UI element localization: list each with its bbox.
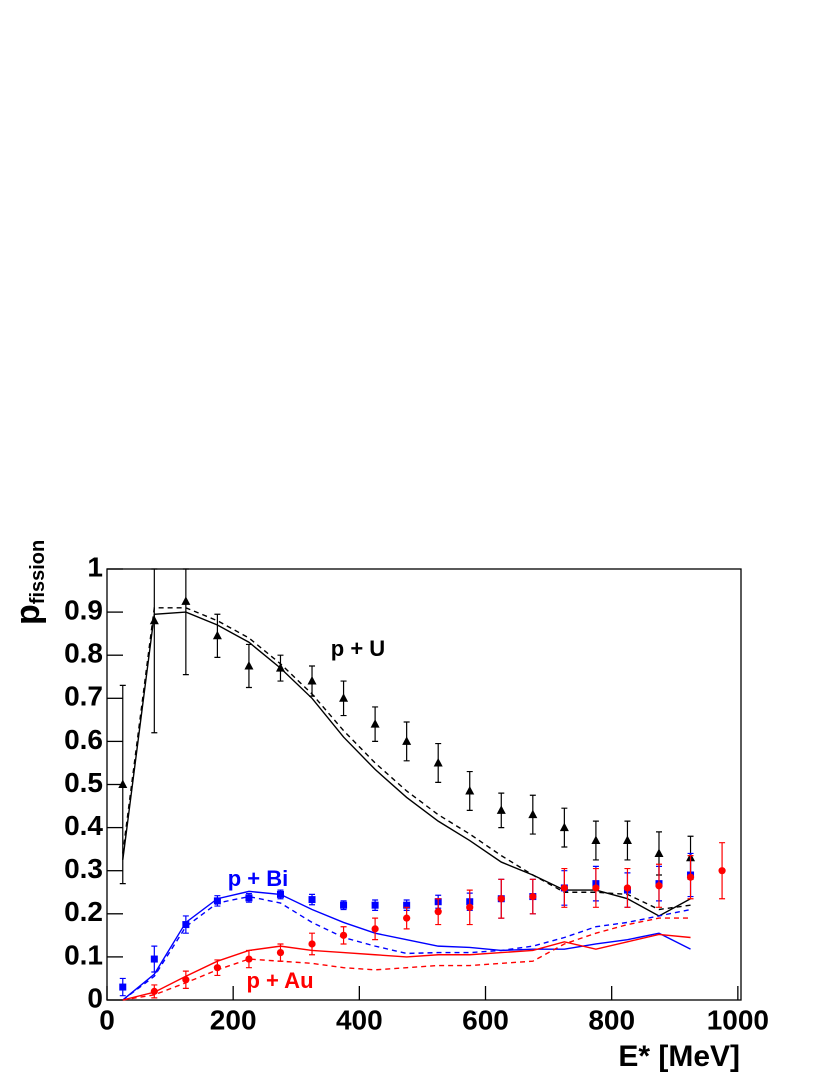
data-point: [496, 805, 506, 814]
x-tick-label: 600: [462, 1004, 509, 1035]
data-point: [622, 835, 632, 845]
series-label: p + Au: [246, 968, 313, 993]
data-point: [370, 719, 380, 728]
model-line: [122, 917, 691, 1001]
y-tick-label: 0: [87, 982, 103, 1013]
data-point: [466, 903, 474, 911]
data-point: [119, 983, 127, 991]
data-point: [560, 884, 568, 892]
x-tick-label: 800: [588, 1004, 635, 1035]
y-tick-label: 0.4: [64, 810, 103, 841]
data-point: [308, 940, 316, 948]
data-point: [276, 890, 284, 898]
data-point: [213, 897, 221, 905]
data-point: [245, 894, 253, 902]
data-point: [528, 809, 538, 819]
data-point: [150, 955, 158, 963]
y-tick-label: 0.9: [64, 594, 103, 625]
data-point: [592, 884, 600, 892]
data-point: [402, 736, 412, 745]
data-point: [623, 884, 632, 892]
data-point: [181, 596, 191, 605]
series-label: p + U: [331, 636, 385, 661]
data-point: [718, 867, 726, 875]
y-tick-label: 1: [87, 551, 103, 582]
model-line: [122, 611, 691, 917]
data-point: [308, 896, 316, 904]
data-point: [433, 757, 443, 767]
data-point: [654, 848, 664, 857]
y-tick-label: 0.7: [64, 681, 103, 712]
y-axis-label-group: pfission: [9, 540, 49, 625]
y-tick-label: 0.6: [64, 724, 103, 755]
data-point: [182, 976, 190, 984]
y-label-sub: fission: [27, 540, 49, 604]
data-point: [403, 901, 411, 909]
data-point: [307, 676, 317, 685]
x-tick-label: 200: [210, 1004, 257, 1035]
data-point: [212, 630, 222, 640]
data-point: [276, 948, 285, 957]
data-point: [465, 785, 475, 795]
y-tick-label: 0.3: [64, 853, 103, 884]
data-point: [182, 921, 190, 929]
y-axis-label: pfission: [9, 540, 49, 625]
y-tick-label: 0.1: [64, 939, 103, 970]
y-tick-label: 0.8: [64, 638, 103, 669]
y-label-main: p: [9, 604, 47, 625]
y-tick-label: 0.5: [64, 767, 103, 798]
y-tick-label: 0.2: [64, 896, 103, 927]
data-point: [371, 925, 379, 933]
series-label: p + Bi: [228, 866, 289, 891]
data-point: [339, 931, 348, 939]
data-point: [371, 901, 379, 909]
data-point: [591, 835, 601, 845]
error-bar: [182, 568, 189, 676]
data-point: [149, 615, 159, 625]
x-tick-label: 400: [336, 1004, 383, 1035]
data-point: [339, 693, 349, 702]
data-point: [655, 882, 663, 890]
data-point: [403, 914, 411, 922]
data-point: [244, 660, 254, 670]
error-bar: [151, 568, 158, 734]
data-point: [340, 901, 348, 909]
data-point: [245, 955, 253, 963]
x-tick-label: 0: [99, 1004, 115, 1035]
data-point: [213, 964, 221, 972]
data-point: [150, 987, 158, 995]
data-point: [275, 663, 285, 672]
data-point: [686, 873, 695, 881]
x-tick-label: 1000: [707, 1004, 769, 1035]
x-axis-label: E* [MeV]: [618, 1040, 740, 1073]
data-point: [118, 779, 128, 788]
data-point: [434, 908, 442, 916]
data-point: [497, 895, 505, 903]
data-point: [529, 892, 537, 901]
model-line: [122, 607, 691, 911]
data-point: [559, 822, 569, 832]
